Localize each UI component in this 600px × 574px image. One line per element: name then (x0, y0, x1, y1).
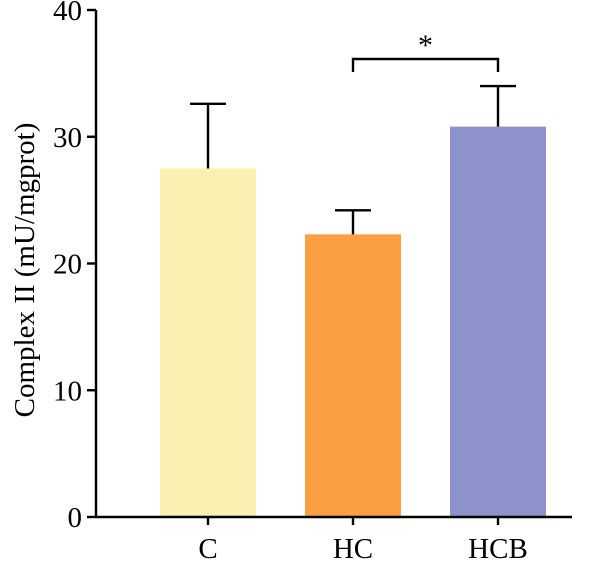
y-tick-label-10: 10 (53, 375, 82, 407)
y-axis-title: Complex II (mU/mgprot) (9, 123, 41, 418)
y-tick-label-30: 30 (53, 122, 82, 154)
x-tick-label-hcb: HCB (468, 533, 528, 565)
x-tick-label-c: C (198, 533, 217, 565)
bars-group (160, 126, 546, 518)
y-tick-label-20: 20 (53, 249, 82, 281)
significance-label: * (418, 29, 433, 62)
y-tick-label-0: 0 (68, 502, 83, 534)
bar-c (160, 168, 256, 517)
significance-bracket (351, 57, 500, 72)
y-ticks-group: 0 10 20 30 40 (53, 0, 96, 534)
error-bars-group (190, 84, 516, 235)
x-ticks-group: C HC HCB (198, 517, 528, 565)
bar-hcb (450, 126, 546, 518)
bar-hc (305, 234, 401, 517)
x-tick-label-hc: HC (333, 533, 373, 565)
significance-group: * (351, 29, 500, 72)
y-tick-label-40: 40 (53, 0, 82, 27)
